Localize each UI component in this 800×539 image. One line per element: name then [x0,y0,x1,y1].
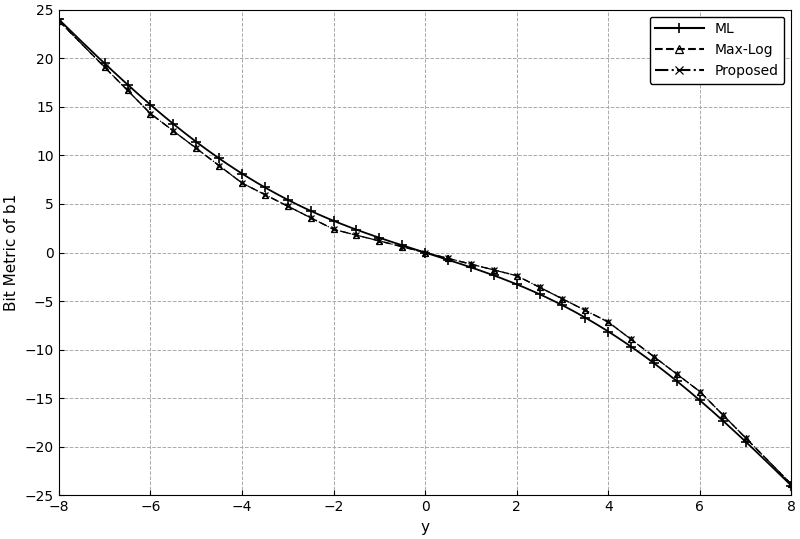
Legend: ML, Max-Log, Proposed: ML, Max-Log, Proposed [650,17,785,84]
X-axis label: y: y [421,520,430,535]
Y-axis label: Bit Metric of b1: Bit Metric of b1 [4,194,19,311]
